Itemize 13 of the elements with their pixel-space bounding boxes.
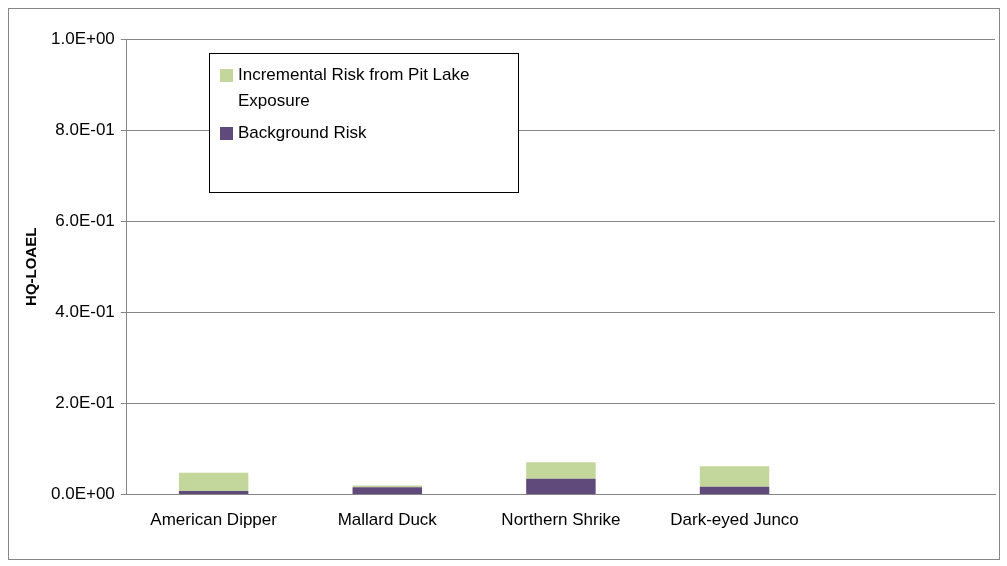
y-tick-label: 2.0E-01 (55, 393, 115, 413)
x-tick-label: American Dipper (150, 510, 278, 530)
x-tick-label: Northern Shrike (501, 510, 621, 530)
y-tick-label: 0.0E+00 (51, 484, 115, 504)
y-tick-label: 6.0E-01 (55, 210, 115, 230)
legend-label: Background Risk (238, 122, 367, 144)
y-tick-label: 4.0E-01 (55, 302, 115, 322)
x-tick-label: Dark-eyed Junco (670, 510, 799, 530)
x-tick-label: Mallard Duck (337, 510, 438, 530)
legend-label: Incremental Risk from Pit Lake Exposure (238, 64, 471, 112)
y-tick-label: 1.0E+00 (51, 28, 115, 48)
y-axis-title: HQ-LOAEL (22, 227, 40, 306)
y-tick-label: 8.0E-01 (55, 119, 115, 139)
